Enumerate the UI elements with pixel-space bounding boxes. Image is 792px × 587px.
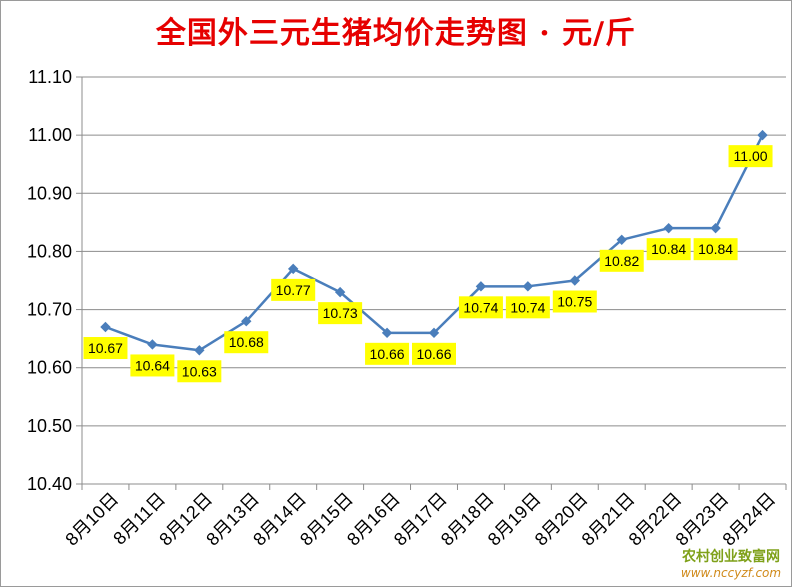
data-label: 10.63 [177,360,222,383]
data-label-box [505,296,550,319]
data-point [381,327,393,339]
data-label: 10.67 [83,337,128,360]
data-label-text: 10.82 [604,253,639,269]
chart-title: 全国外三元生猪均价走势图 · 元/斤 [155,16,637,51]
y-tick-label: 10.60 [27,358,72,378]
data-label: 10.66 [365,342,410,365]
y-tick-label: 10.80 [27,241,72,261]
data-label-box [599,249,644,272]
data-point [757,129,768,141]
y-tick-label: 10.90 [27,183,72,203]
data-label-box [271,278,316,301]
data-label-box [318,302,363,325]
data-label: 10.66 [412,342,456,365]
y-tick-label: 11.00 [28,125,72,145]
data-point [194,345,205,356]
data-label: 10.82 [599,249,644,272]
data-label: 10.74 [458,296,503,319]
data-point [287,263,299,275]
data-label-box [552,290,597,313]
data-label-text: 10.77 [276,282,311,298]
watermark-url: www.nccyzf.com [680,566,782,580]
data-label-box [83,337,128,360]
watermark-text: 农村创业致富网 [682,549,780,565]
y-tick-label: 10.50 [27,416,72,436]
data-point [147,339,158,350]
data-point [710,222,721,234]
data-point [522,281,534,292]
data-point [569,275,581,286]
data-label-box [458,296,503,319]
x-tick-label: 8月10日 [61,489,122,550]
data-label-box [130,354,175,377]
data-label-text: 10.64 [135,357,170,373]
data-point [334,286,346,298]
data-label-box [412,342,456,365]
data-label: 10.84 [693,238,738,261]
data-label-text: 10.67 [88,340,123,356]
data-label-text: 10.66 [416,346,451,362]
data-label-box [728,145,773,168]
data-point [428,327,440,339]
data-label: 10.84 [646,238,691,261]
data-label-text: 11.00 [734,148,768,164]
data-label-text: 10.66 [370,346,405,362]
data-label: 10.68 [224,331,269,354]
data-label: 10.75 [552,290,597,313]
data-label: 10.77 [271,278,316,301]
data-label-box [646,238,691,261]
y-tick-label: 10.40 [27,474,72,494]
data-point [663,222,674,234]
data-label-text: 10.84 [698,241,733,257]
y-tick-label: 10.70 [27,300,72,320]
data-label: 10.73 [318,302,363,325]
y-tick-label: 11.10 [28,67,72,87]
data-point [241,315,252,327]
data-label-text: 10.74 [510,299,545,315]
data-label-text: 10.74 [463,299,498,315]
data-label: 11.00 [728,145,773,168]
data-point [616,234,627,246]
data-label-box [224,331,269,354]
data-label-box [365,342,410,365]
data-label-text: 10.63 [182,363,217,379]
data-label: 10.74 [505,296,550,319]
data-label-text: 10.68 [229,334,264,350]
data-label-box [693,238,738,261]
data-point [475,281,487,292]
data-label-text: 10.73 [323,305,358,321]
data-label-text: 10.84 [651,241,686,257]
watermark: 农村创业致富网 www.nccyzf.com [674,549,788,583]
data-point [100,321,111,333]
data-label-box [177,360,222,383]
data-label: 10.64 [130,354,175,377]
x-tick-label: 8月24日 [719,489,780,550]
data-label-text: 10.75 [557,294,592,310]
